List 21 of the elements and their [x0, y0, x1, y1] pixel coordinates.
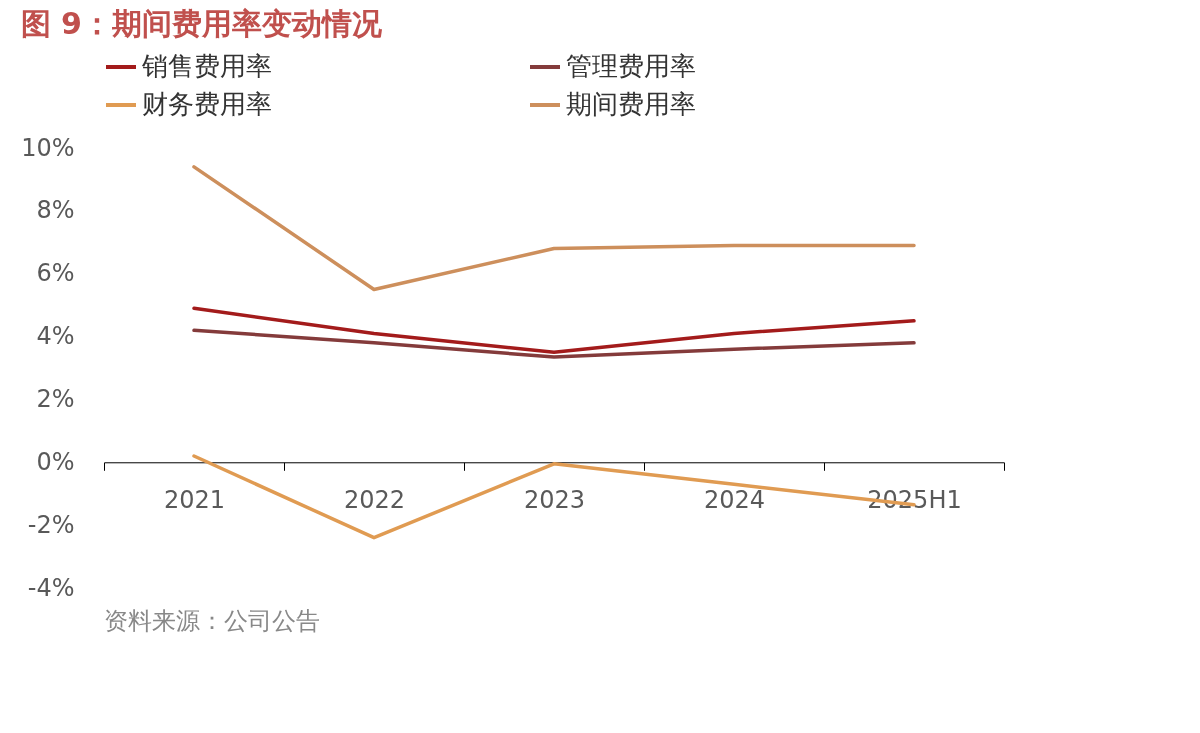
- y-tick-label: 2%: [36, 384, 75, 413]
- text: 资料来源：公司公告: [104, 607, 320, 635]
- x-tick-label: 2023: [523, 485, 586, 514]
- chart-title: 图 9：期间费用率变动情况: [20, 6, 383, 41]
- y-tick-label: 0%: [36, 447, 75, 476]
- legend-label: 销售费用率: [141, 51, 272, 81]
- y-tick-label: 6%: [36, 259, 75, 288]
- y-tick-label: 4%: [36, 322, 75, 351]
- y-tick-label: 8%: [36, 196, 75, 225]
- y-tick-label: -4%: [27, 573, 75, 602]
- line-series: [192, 306, 916, 355]
- x-tick-label: 2021: [163, 485, 226, 514]
- line-series: [192, 328, 916, 359]
- line-series: [192, 165, 916, 292]
- legend-label: 期间费用率: [566, 89, 696, 119]
- x-tick-label: 2024: [703, 485, 766, 514]
- y-tick-label: 10%: [21, 133, 75, 162]
- x-tick-label: 2022: [343, 485, 406, 514]
- legend-label: 财务费用率: [142, 89, 272, 119]
- legend-label: 管理费用率: [566, 51, 696, 81]
- y-tick-label: -2%: [27, 510, 75, 539]
